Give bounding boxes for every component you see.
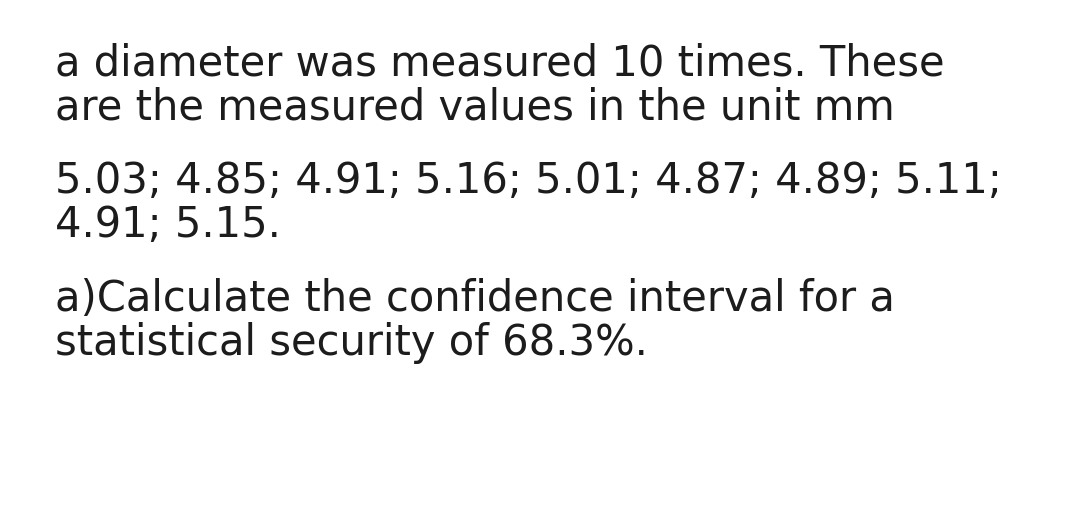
Text: 4.91; 5.15.: 4.91; 5.15. (55, 204, 281, 246)
Text: statistical security of 68.3%.: statistical security of 68.3%. (55, 322, 648, 364)
Text: 5.03; 4.85; 4.91; 5.16; 5.01; 4.87; 4.89; 5.11;: 5.03; 4.85; 4.91; 5.16; 5.01; 4.87; 4.89… (55, 160, 1002, 202)
Text: a)Calculate the confidence interval for a: a)Calculate the confidence interval for … (55, 278, 895, 320)
Text: a diameter was measured 10 times. These: a diameter was measured 10 times. These (55, 42, 945, 84)
Text: are the measured values in the unit mm: are the measured values in the unit mm (55, 86, 894, 128)
